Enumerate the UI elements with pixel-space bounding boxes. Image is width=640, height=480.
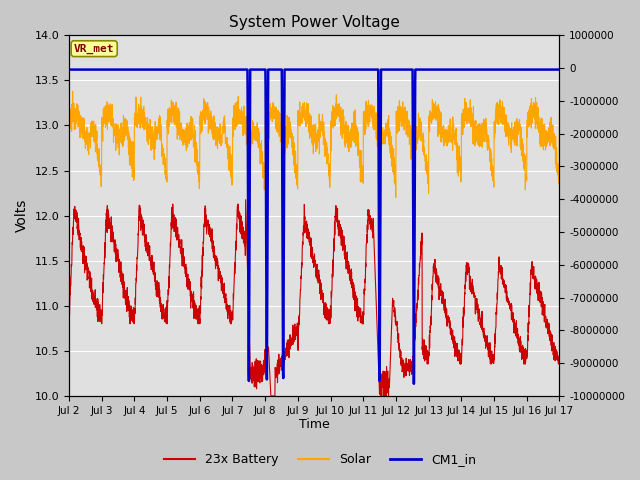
CM1_in (121, 67, 129, 72)
Line: 23x Battery: 23x Battery (69, 200, 559, 396)
Solar (392, 195, 399, 201)
23x Battery (121, 293, 129, 299)
CM1_in (65, 67, 73, 72)
Solar (547, 143, 554, 148)
CM1_in (546, 67, 554, 72)
23x Battery (493, 290, 501, 296)
CM1_in (493, 67, 501, 72)
CM1_in (410, 381, 418, 387)
Solar (150, 156, 158, 162)
23x Battery (547, 328, 554, 334)
Text: VR_met: VR_met (74, 44, 115, 54)
Title: System Power Voltage: System Power Voltage (228, 15, 399, 30)
CM1_in (253, 67, 261, 72)
23x Battery (556, 357, 563, 362)
23x Battery (150, 266, 158, 272)
Solar (65, 124, 73, 130)
23x Battery (267, 393, 275, 399)
X-axis label: Time: Time (299, 419, 330, 432)
Legend: 23x Battery, Solar, CM1_in: 23x Battery, Solar, CM1_in (159, 448, 481, 471)
CM1_in (275, 67, 282, 72)
23x Battery (65, 313, 73, 319)
Solar (275, 126, 282, 132)
Solar (493, 121, 501, 127)
Line: CM1_in: CM1_in (69, 70, 559, 384)
Solar (68, 88, 76, 94)
Solar (121, 116, 129, 121)
Y-axis label: Volts: Volts (15, 199, 29, 232)
Line: Solar: Solar (69, 91, 559, 198)
23x Battery (242, 197, 250, 203)
CM1_in (150, 67, 158, 72)
CM1_in (556, 67, 563, 72)
23x Battery (275, 371, 282, 377)
Solar (253, 120, 261, 126)
23x Battery (253, 375, 261, 381)
Solar (556, 108, 563, 114)
